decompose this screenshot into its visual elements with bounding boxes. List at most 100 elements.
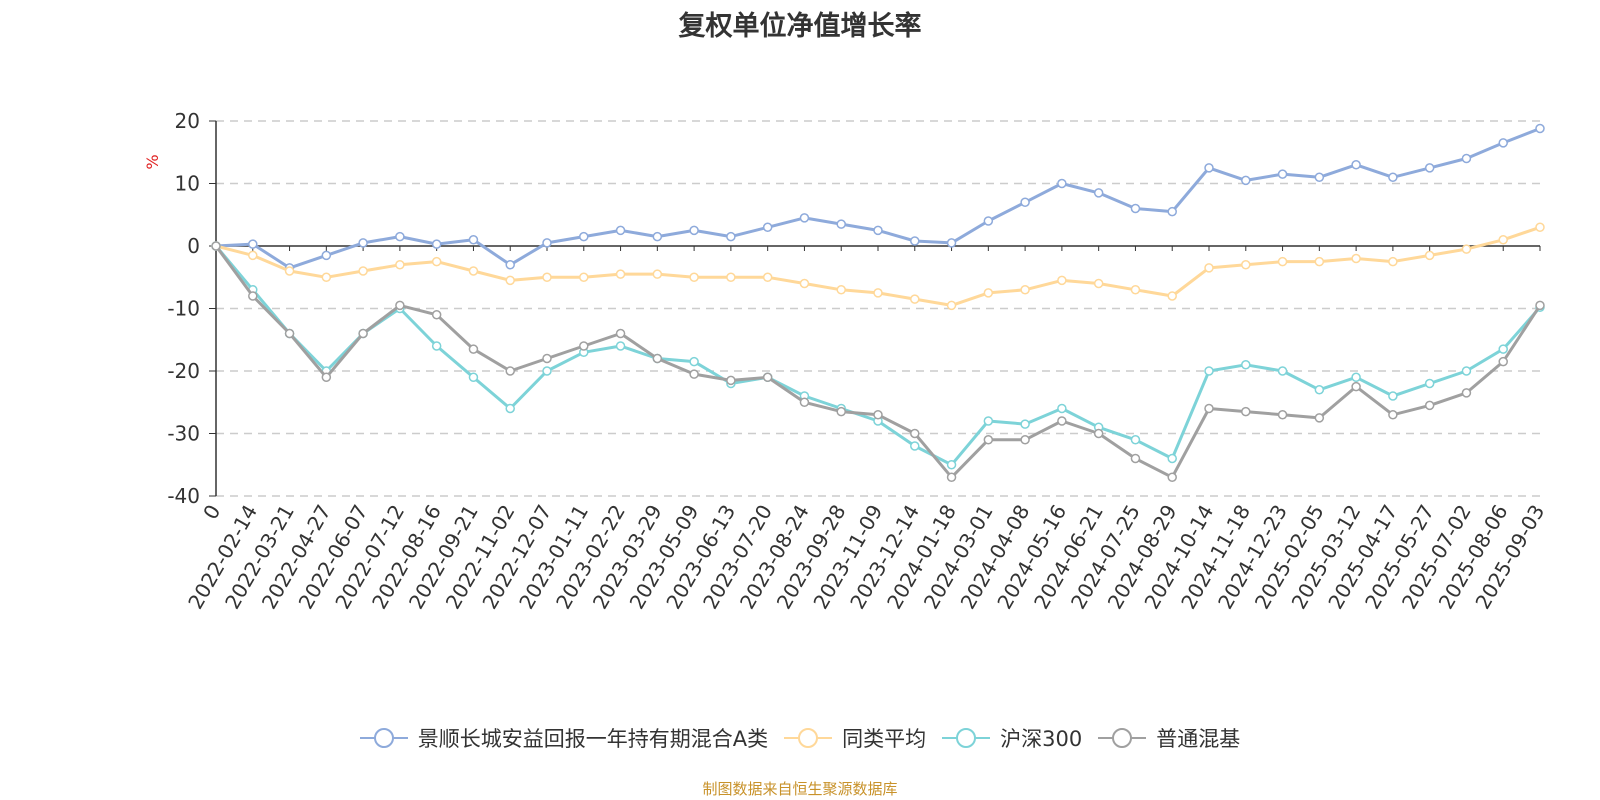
series-point-1 [1167,291,1177,301]
legend-label: 同类平均 [842,727,927,751]
series-point-1 [615,269,626,279]
series-point-2 [689,356,699,367]
series-point-2 [910,441,920,451]
series-point-2 [983,416,994,426]
series-point-0 [799,213,810,223]
series-line-3 [214,244,1542,479]
series-point-0 [652,231,663,242]
series-point-0 [1204,163,1214,173]
series-point-1 [321,272,332,282]
y-tick-label: 10 [175,172,200,196]
y-tick-label: -10 [167,297,200,321]
series-point-3 [873,410,883,420]
series-point-1 [1057,275,1067,286]
series-point-3 [1535,300,1545,311]
series-point-1 [358,266,368,276]
series-point-1 [468,266,479,276]
series-point-0 [1388,172,1398,182]
y-axis-label: % [143,154,162,169]
series-point-3 [1167,472,1177,482]
series-point-0 [1535,123,1545,134]
series-point-3 [321,372,332,382]
series-point-1 [946,300,957,311]
series-point-1 [652,269,663,279]
series-point-0 [726,231,736,242]
series-point-1 [689,272,699,282]
y-tick-label: 0 [187,234,200,258]
series-point-3 [1314,413,1325,423]
series-point-2 [1351,372,1361,382]
series-point-3 [1130,453,1141,464]
legend-marker-icon [784,728,833,748]
series-point-0 [1314,172,1325,182]
series-point-0 [689,225,699,236]
series-point-3 [211,241,221,251]
series-point-0 [762,222,773,232]
series-point-3 [1241,406,1251,417]
series-point-3 [1388,410,1398,420]
series-point-2 [1277,366,1288,376]
series-point-2 [1241,360,1251,370]
y-tick-label: -30 [167,422,200,446]
series-point-3 [1277,410,1288,420]
series-point-2 [1167,453,1177,464]
data-source-note: 制图数据来自恒生聚源数据库 [702,780,898,798]
series-point-3 [1093,428,1104,439]
series-point-1 [505,275,515,286]
series-point-0 [615,225,626,236]
series-point-3 [836,406,846,417]
legend-item-peer-average[interactable]: 同类平均 [784,723,926,753]
series-point-3 [1020,435,1030,445]
series-point-0 [1093,188,1104,198]
series-point-0 [248,239,258,249]
series-point-3 [431,310,442,320]
series-point-3 [652,353,663,364]
x-tick-label: 0 [198,501,225,524]
series-point-2 [468,372,479,382]
series-point-0 [983,216,994,226]
series-point-0 [1057,178,1067,189]
series-point-3 [799,397,810,407]
series-point-0 [1277,169,1288,179]
series-point-3 [1204,403,1214,414]
series-point-3 [248,291,258,301]
legend-label: 沪深300 [1000,727,1083,751]
series-point-2 [1461,366,1472,376]
y-tick-label: -40 [167,484,200,508]
series-point-3 [284,328,295,339]
legend-item-csi300[interactable]: 沪深300 [942,723,1082,753]
series-point-3 [542,353,552,364]
series-point-1 [799,278,810,289]
series-point-0 [505,260,515,270]
series-point-3 [1057,416,1067,426]
series-point-1 [1388,256,1398,267]
series-point-0 [1020,197,1030,207]
series-point-2 [1314,385,1325,395]
legend-marker-icon [942,728,991,748]
series-point-2 [542,366,552,376]
legend-item-fund[interactable]: 景顺长城安益回报一年持有期混合A类 [359,723,768,753]
series-point-3 [1461,388,1472,398]
series-point-3 [946,472,957,482]
series-point-0 [1241,175,1251,186]
series-point-1 [983,288,994,298]
legend-item-hybrid-fund[interactable]: 普通混基 [1098,723,1240,753]
chart-legend: 景顺长城安益回报一年持有期混合A类 同类平均 沪深300 普通混基 [0,721,1600,755]
series-point-3 [1351,381,1361,392]
series-point-1 [1424,250,1435,261]
chart-title: 复权单位净值增长率 [678,11,922,42]
series-point-1 [542,272,552,282]
series-point-1 [1535,222,1545,232]
series-point-2 [1020,419,1030,429]
series-point-3 [910,428,920,439]
series-point-0 [579,231,589,242]
series-point-3 [579,341,589,351]
series-point-1 [1241,260,1251,270]
series-point-3 [358,328,368,339]
series-point-0 [1461,153,1472,164]
series-point-2 [505,403,515,414]
series-point-0 [395,231,405,242]
series-point-1 [1351,253,1361,264]
line-chart: 20100-10-20-30-40%02022-02-142022-03-212… [143,109,1549,613]
legend-marker-icon [1098,728,1147,748]
